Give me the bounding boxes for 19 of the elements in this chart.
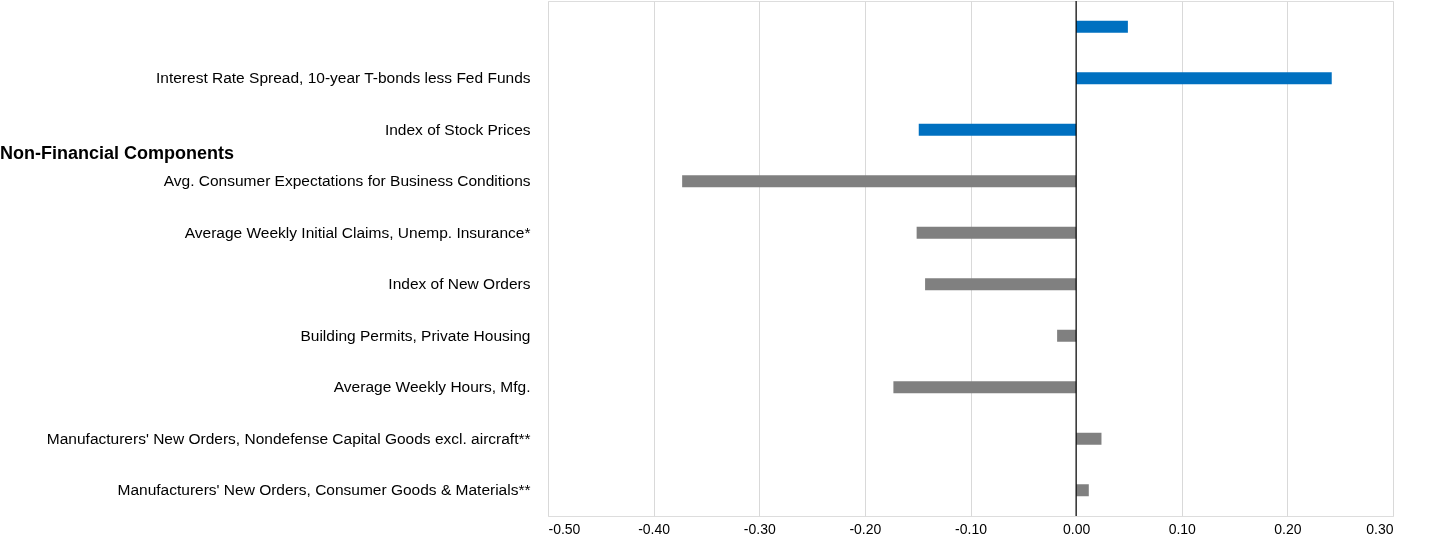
x-tick-label: -0.30 <box>743 520 776 537</box>
y-tick-label: Building Permits, Private Housing <box>300 326 531 344</box>
x-tick-label: -0.40 <box>638 520 671 537</box>
y-tick-label: Interest Rate Spread, 10-year T-bonds less Fed Funds <box>156 69 531 87</box>
x-tick-label: 0.20 <box>1274 520 1302 537</box>
x-tick-label: 0.10 <box>1168 520 1197 537</box>
text: Non-Financial Components <box>0 143 234 164</box>
y-tick-label: Index of New Orders <box>388 275 531 293</box>
y-tick-label: Manufacturers' New Orders, Nondefense Capital Goods excl. aircraft** <box>46 429 531 447</box>
y-tick-label: Average Weekly Hours, Mfg. <box>333 378 531 396</box>
y-tick-label: Index of Stock Prices <box>384 120 531 138</box>
y-tick-label: Average Weekly Initial Claims, Unemp. Insurance* <box>184 223 531 241</box>
x-tick-label: 0.30 <box>1366 520 1394 537</box>
x-tick-label: -0.10 <box>955 520 988 537</box>
x-tick-label: -0.50 <box>548 520 581 537</box>
y-tick-label: Avg. Consumer Expectations for Business Conditions <box>163 172 531 190</box>
x-tick-label: -0.20 <box>849 520 882 537</box>
y-tick-label: Manufacturers' New Orders, Consumer Goods & Materials** <box>117 481 531 499</box>
x-tick-label: 0.00 <box>1063 520 1091 537</box>
